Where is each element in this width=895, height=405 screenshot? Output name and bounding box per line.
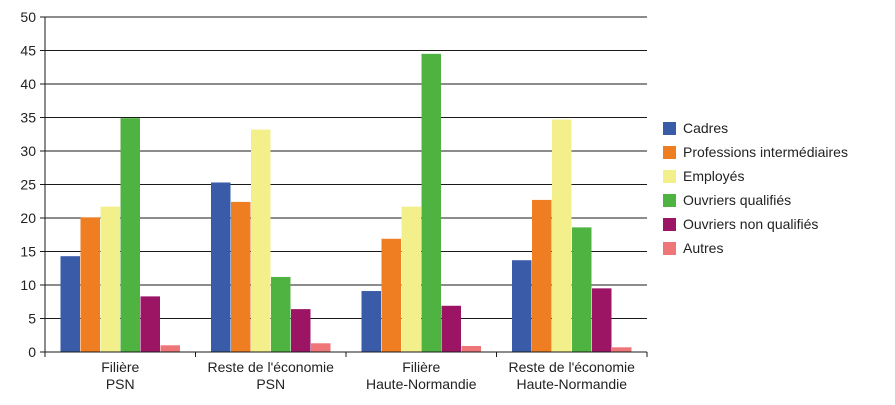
bar-employ-s-4: [552, 119, 572, 352]
x-category-label: Haute-Normandie: [366, 376, 477, 392]
bar-professions-interm-diaires-4: [532, 199, 552, 352]
legend-swatch: [663, 217, 676, 231]
y-tick-label: 45: [20, 43, 36, 59]
bar-autres-2: [311, 343, 331, 352]
x-category-label: PSN: [106, 376, 135, 392]
bar-autres-1: [160, 345, 180, 352]
bar-professions-interm-diaires-1: [80, 217, 100, 352]
y-tick-label: 50: [20, 9, 36, 25]
legend-swatch: [663, 145, 676, 159]
y-tick-label: 35: [20, 110, 36, 126]
legend-item: Ouvriers non qualifiés: [663, 212, 848, 236]
x-category-label: Reste de l'économie: [208, 359, 335, 375]
y-tick-label: 40: [20, 76, 36, 92]
legend-label: Autres: [683, 240, 724, 256]
bar-autres-3: [461, 345, 481, 352]
axes: [44, 17, 648, 357]
bar-ouvriers-non-qualifi-s-4: [592, 288, 612, 352]
y-tick-label: 20: [20, 210, 36, 226]
bar-ouvriers-qualifi-s-4: [572, 227, 592, 352]
legend-item: Employés: [663, 164, 848, 188]
legend-item: Ouvriers qualifiés: [663, 188, 848, 212]
bar-autres-4: [612, 347, 632, 352]
legend-label: Professions intermédiaires: [683, 144, 848, 160]
bar-professions-interm-diaires-2: [231, 201, 251, 352]
legend-item: Autres: [663, 236, 848, 260]
legend-swatch: [663, 241, 676, 255]
legend-swatch: [663, 169, 676, 183]
bar-employ-s-3: [401, 206, 421, 352]
y-tick-label: 10: [20, 277, 36, 293]
y-tick-label: 25: [20, 177, 36, 193]
y-tick-label: 30: [20, 143, 36, 159]
y-tick-label: 5: [28, 311, 36, 327]
x-category-label: Haute-Normandie: [517, 376, 628, 392]
bar-ouvriers-non-qualifi-s-3: [441, 305, 461, 352]
y-tick-label: 0: [28, 344, 36, 360]
x-category-label: Filière: [101, 359, 139, 375]
x-category-label: PSN: [256, 376, 285, 392]
bar-ouvriers-qualifi-s-3: [421, 53, 441, 352]
x-category-label: Reste de l'économie: [509, 359, 636, 375]
legend-label: Employés: [683, 168, 745, 184]
legend-swatch: [663, 193, 676, 207]
bar-cadres-1: [60, 256, 80, 352]
bars: [60, 53, 632, 352]
bar-ouvriers-non-qualifi-s-1: [140, 296, 160, 352]
bar-professions-interm-diaires-3: [381, 238, 401, 352]
bar-ouvriers-qualifi-s-2: [271, 276, 291, 352]
legend-label: Cadres: [683, 120, 729, 136]
bar-ouvriers-non-qualifi-s-2: [291, 309, 311, 352]
bar-cadres-4: [512, 260, 532, 352]
legend-label: Ouvriers non qualifiés: [683, 216, 819, 232]
x-category-label: Filière: [402, 359, 440, 375]
legend-label: Ouvriers qualifiés: [683, 192, 792, 208]
bar-cadres-2: [211, 182, 231, 352]
legend-swatch: [663, 121, 676, 135]
gridlines: [45, 16, 647, 319]
legend-item: Cadres: [663, 116, 848, 140]
bar-employ-s-1: [100, 206, 120, 352]
legend: Cadres Professions intermédiaires Employés…: [663, 116, 848, 260]
y-axis-ticks: 0 5 10 15 20 25 30 35 40 45 50: [20, 9, 45, 360]
legend-item: Professions intermédiaires: [663, 140, 848, 164]
y-tick-label: 15: [20, 244, 36, 260]
bar-ouvriers-qualifi-s-1: [120, 118, 140, 352]
bar-cadres-3: [361, 291, 381, 352]
bar-employ-s-2: [251, 129, 271, 352]
